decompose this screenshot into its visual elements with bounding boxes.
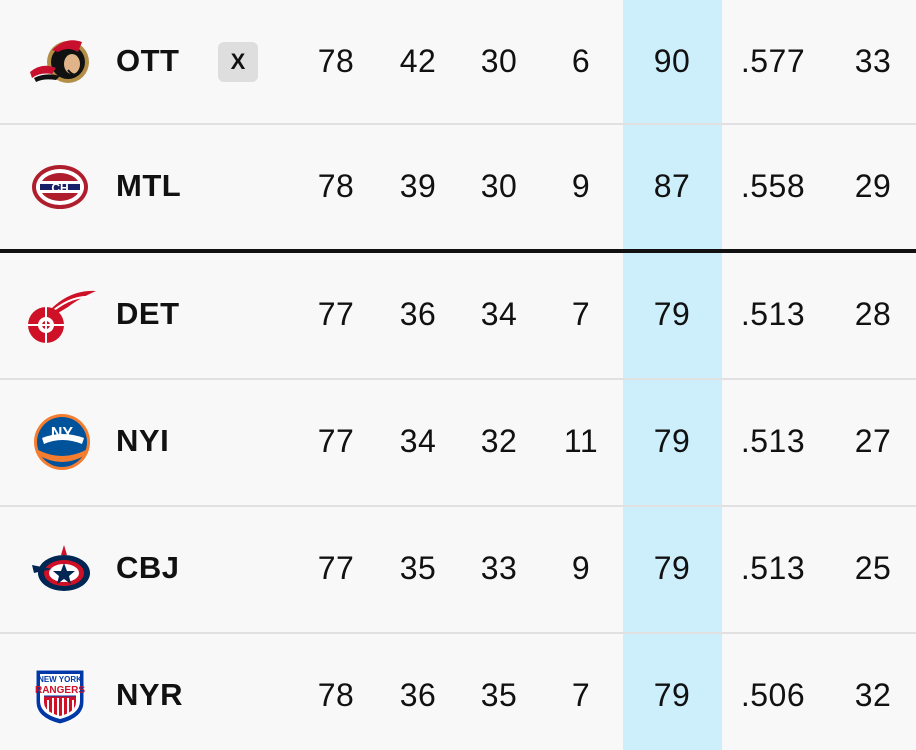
regulation-overtime-wins: 29 (854, 168, 892, 204)
nyr-logo-line2: RANGERS (35, 685, 85, 696)
regulation-overtime-wins: 33 (854, 43, 892, 79)
overtime-losses: 11 (563, 423, 599, 459)
team-abbreviation: DET (116, 296, 180, 331)
losses: 30 (480, 168, 518, 204)
mtl-logo-text: CH (51, 181, 68, 195)
games-played: 78 (317, 677, 355, 713)
team-abbreviation: NYI (116, 423, 170, 458)
points: 90 (653, 43, 691, 79)
losses: 32 (480, 423, 518, 459)
senators-logo-icon (22, 32, 98, 92)
team-abbreviation: NYR (116, 677, 183, 712)
games-played: 77 (317, 296, 355, 332)
losses: 33 (480, 550, 518, 586)
points-column-highlight (623, 0, 722, 750)
regulation-overtime-wins: 32 (854, 677, 892, 713)
regulation-overtime-wins: 28 (854, 296, 892, 332)
games-played: 77 (317, 423, 355, 459)
games-played: 78 (317, 43, 355, 79)
games-played: 77 (317, 550, 355, 586)
blue-jackets-logo-icon (22, 539, 98, 599)
wins: 36 (399, 677, 437, 713)
points: 79 (653, 296, 691, 332)
team-abbreviation: OTT (116, 43, 180, 78)
wins: 39 (399, 168, 437, 204)
points-percentage: .577 (740, 43, 806, 79)
canadiens-logo-icon: CH (22, 157, 98, 217)
points-percentage: .513 (740, 296, 806, 332)
nyr-logo-line1: NEW YORK (38, 675, 82, 684)
overtime-losses: 7 (571, 677, 591, 713)
points-percentage: .513 (740, 423, 806, 459)
points: 87 (653, 168, 691, 204)
points: 79 (653, 423, 691, 459)
clinched-badge: X (218, 42, 258, 82)
overtime-losses: 9 (571, 168, 591, 204)
points: 79 (653, 677, 691, 713)
points-percentage: .506 (740, 677, 806, 713)
points-percentage: .558 (740, 168, 806, 204)
regulation-overtime-wins: 25 (854, 550, 892, 586)
overtime-losses: 7 (571, 296, 591, 332)
points: 79 (653, 550, 691, 586)
wins: 34 (399, 423, 437, 459)
wins: 42 (399, 43, 437, 79)
islanders-logo-icon: NY (22, 412, 98, 472)
losses: 35 (480, 677, 518, 713)
standings-row-nyi[interactable]: NY NYI 77 34 32 11 79 .513 27 (0, 380, 916, 507)
points-percentage: .513 (740, 550, 806, 586)
team-abbreviation: MTL (116, 168, 182, 203)
regulation-overtime-wins: 27 (854, 423, 892, 459)
overtime-losses: 6 (571, 43, 591, 79)
team-abbreviation: CBJ (116, 550, 180, 585)
wins: 36 (399, 296, 437, 332)
rangers-logo-icon: NEW YORK RANGERS (22, 666, 98, 726)
losses: 30 (480, 43, 518, 79)
standings-row-ott[interactable]: OTT X 78 42 30 6 90 .577 33 (0, 0, 916, 125)
wins: 35 (399, 550, 437, 586)
standings-row-det[interactable]: DET 77 36 34 7 79 .513 28 (0, 253, 916, 380)
games-played: 78 (317, 168, 355, 204)
standings-row-mtl[interactable]: CH MTL 78 39 30 9 87 .558 29 (0, 125, 916, 253)
overtime-losses: 9 (571, 550, 591, 586)
standings-row-nyr[interactable]: NEW YORK RANGERS NYR 78 36 35 7 79 .506 … (0, 634, 916, 750)
red-wings-logo-icon (22, 285, 98, 345)
losses: 34 (480, 296, 518, 332)
nyi-logo-text: NY (51, 425, 74, 442)
standings-row-cbj[interactable]: CBJ 77 35 33 9 79 .513 25 (0, 507, 916, 634)
